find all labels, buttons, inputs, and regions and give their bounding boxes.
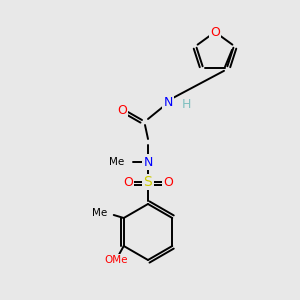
Text: O: O bbox=[117, 103, 127, 116]
Text: Me: Me bbox=[109, 157, 124, 167]
Text: N: N bbox=[163, 95, 173, 109]
Text: H: H bbox=[181, 98, 191, 110]
Text: OMe: OMe bbox=[104, 255, 128, 265]
Text: S: S bbox=[144, 175, 152, 189]
Text: N: N bbox=[143, 155, 153, 169]
Text: O: O bbox=[123, 176, 133, 188]
Text: O: O bbox=[210, 26, 220, 38]
Text: Me: Me bbox=[92, 208, 107, 218]
Text: O: O bbox=[163, 176, 173, 188]
